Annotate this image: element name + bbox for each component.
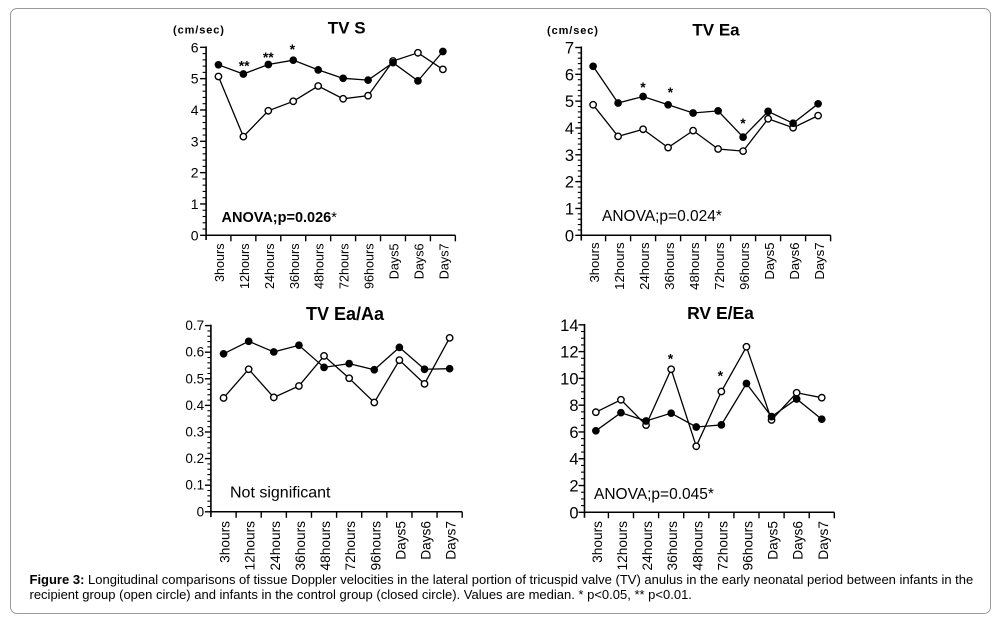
svg-text:96hours: 96hours <box>363 244 377 290</box>
svg-text:Days6: Days6 <box>412 244 426 280</box>
svg-text:96hours: 96hours <box>740 521 755 571</box>
svg-text:24hours: 24hours <box>637 242 652 290</box>
svg-text:0: 0 <box>569 504 578 522</box>
svg-text:0.1: 0.1 <box>185 478 204 493</box>
svg-text:*: * <box>640 79 646 95</box>
svg-text:0: 0 <box>197 504 205 519</box>
svg-text:2: 2 <box>565 174 574 192</box>
svg-text:Not significant: Not significant <box>230 485 331 502</box>
svg-text:0.5: 0.5 <box>185 371 204 386</box>
svg-text:36hours: 36hours <box>288 244 302 290</box>
svg-text:0.7: 0.7 <box>185 318 204 333</box>
svg-text:24hours: 24hours <box>268 521 283 571</box>
svg-text:6: 6 <box>569 424 578 442</box>
svg-text:0.4: 0.4 <box>185 398 204 413</box>
svg-text:14: 14 <box>560 317 578 335</box>
svg-text:48hours: 48hours <box>313 244 327 290</box>
svg-text:6: 6 <box>191 39 199 55</box>
svg-text:3hours: 3hours <box>587 242 602 282</box>
svg-text:ANOVA;p=0.026*: ANOVA;p=0.026* <box>222 210 338 226</box>
svg-text:6: 6 <box>565 66 574 84</box>
svg-text:0.2: 0.2 <box>185 451 204 466</box>
svg-text:TV Ea: TV Ea <box>692 21 740 40</box>
svg-text:3: 3 <box>191 133 199 149</box>
svg-text:12hours: 12hours <box>243 521 258 571</box>
svg-text:24hours: 24hours <box>263 244 277 290</box>
svg-text:3: 3 <box>565 147 574 165</box>
svg-text:Days6: Days6 <box>419 521 434 560</box>
svg-text:Days6: Days6 <box>791 521 806 560</box>
svg-text:**: ** <box>263 49 274 65</box>
svg-text:5: 5 <box>565 93 574 111</box>
svg-text:(cm/sec): (cm/sec) <box>173 25 225 37</box>
svg-text:4: 4 <box>569 451 578 469</box>
svg-text:*: * <box>290 41 296 57</box>
svg-text:**: ** <box>239 57 250 73</box>
svg-text:0.3: 0.3 <box>185 425 204 440</box>
svg-text:Days5: Days5 <box>762 243 777 280</box>
svg-text:0: 0 <box>191 227 199 243</box>
svg-text:*: * <box>718 368 724 384</box>
svg-text:72hours: 72hours <box>343 521 358 571</box>
svg-text:72hours: 72hours <box>715 521 730 571</box>
svg-text:3hours: 3hours <box>218 521 233 563</box>
svg-text:8: 8 <box>569 397 578 415</box>
svg-text:12hours: 12hours <box>238 244 252 290</box>
svg-text:10: 10 <box>560 370 578 388</box>
svg-text:48hours: 48hours <box>690 521 705 571</box>
svg-text:48hours: 48hours <box>318 521 333 571</box>
svg-text:4: 4 <box>565 120 574 138</box>
svg-text:*: * <box>668 351 674 367</box>
svg-text:1: 1 <box>191 196 199 212</box>
svg-text:12: 12 <box>560 344 578 362</box>
svg-text:3hours: 3hours <box>213 244 227 283</box>
svg-text:Days5: Days5 <box>393 521 408 560</box>
svg-text:Days7: Days7 <box>816 521 831 560</box>
svg-text:Days5: Days5 <box>388 244 402 280</box>
svg-text:96hours: 96hours <box>737 242 752 290</box>
svg-text:3hours: 3hours <box>590 521 605 563</box>
svg-text:36hours: 36hours <box>665 521 680 571</box>
svg-text:Days6: Days6 <box>787 243 802 280</box>
svg-text:*: * <box>740 115 746 131</box>
svg-text:5: 5 <box>191 71 199 87</box>
svg-text:ANOVA;p=0.024*: ANOVA;p=0.024* <box>602 208 722 225</box>
svg-text:36hours: 36hours <box>662 242 677 290</box>
svg-text:1: 1 <box>565 200 574 218</box>
svg-text:0.6: 0.6 <box>185 345 204 360</box>
svg-text:RV E/Ea: RV E/Ea <box>687 303 754 323</box>
svg-text:96hours: 96hours <box>368 521 383 571</box>
svg-text:(cm/sec): (cm/sec) <box>547 25 599 37</box>
svg-text:24hours: 24hours <box>640 521 655 571</box>
svg-text:2: 2 <box>191 165 199 181</box>
svg-text:*: * <box>668 84 674 100</box>
svg-text:TV Ea/Aa: TV Ea/Aa <box>306 304 385 324</box>
svg-text:7: 7 <box>565 39 574 57</box>
svg-text:2: 2 <box>569 478 578 496</box>
svg-text:Days7: Days7 <box>812 243 827 280</box>
svg-text:Days7: Days7 <box>437 244 451 280</box>
svg-text:0: 0 <box>565 227 574 245</box>
svg-text:TV S: TV S <box>328 19 366 38</box>
svg-text:Days7: Days7 <box>444 521 459 560</box>
svg-text:72hours: 72hours <box>712 242 727 290</box>
svg-text:ANOVA;p=0.045*: ANOVA;p=0.045* <box>594 486 714 503</box>
svg-text:36hours: 36hours <box>293 521 308 571</box>
svg-text:Days5: Days5 <box>766 521 781 560</box>
svg-text:72hours: 72hours <box>338 244 352 290</box>
svg-text:12hours: 12hours <box>615 521 630 571</box>
svg-text:12hours: 12hours <box>612 242 627 290</box>
svg-text:48hours: 48hours <box>687 242 702 290</box>
svg-text:4: 4 <box>191 102 199 118</box>
